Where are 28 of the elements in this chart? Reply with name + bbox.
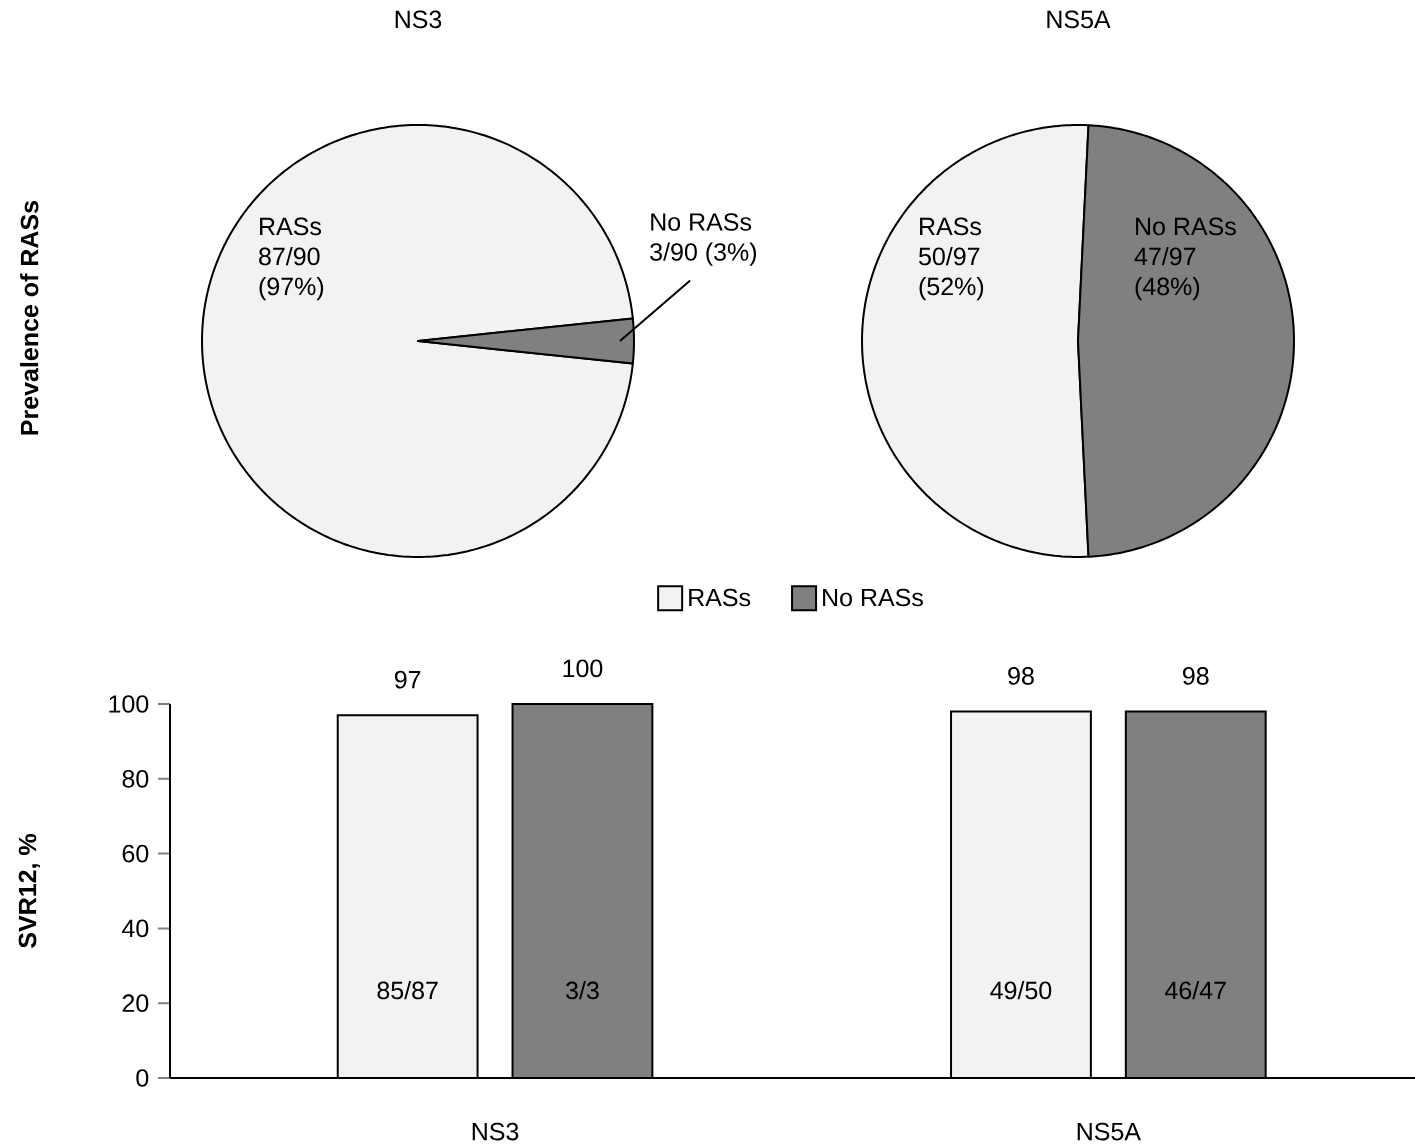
data-label: 97 bbox=[394, 670, 421, 689]
data-label: 98 bbox=[1183, 667, 1209, 685]
slice-label: RASs bbox=[920, 217, 982, 236]
data-label: 100 bbox=[563, 659, 603, 678]
data-label: 50/97 (52%) bbox=[919, 246, 984, 301]
annotation: 85/87 bbox=[377, 980, 438, 1000]
chart-title: NS3 bbox=[395, 10, 442, 29]
y-tick-label: 100 bbox=[109, 695, 149, 713]
y-tick-label: 60 bbox=[122, 844, 149, 863]
data-label: 98 bbox=[1008, 667, 1034, 685]
legend-label: No RASs bbox=[823, 588, 923, 607]
slice-label: RASs bbox=[260, 217, 322, 236]
annotation: 49/50 bbox=[990, 980, 1052, 1000]
chart-title: NS5A bbox=[1047, 10, 1111, 29]
y-tick-label: 40 bbox=[122, 919, 149, 938]
slice-label: No RASs bbox=[1136, 217, 1236, 236]
annotation: 46/47 bbox=[1165, 980, 1226, 1000]
slice-label: No RASs bbox=[651, 213, 752, 231]
data-label: 47/97 (48%) bbox=[1134, 246, 1200, 301]
y-tick-label: 80 bbox=[122, 769, 149, 788]
data-label: 3/90 (3%) bbox=[650, 242, 757, 266]
legend-label: RASs bbox=[689, 588, 751, 607]
y-tick-label: 20 bbox=[122, 994, 149, 1013]
y-tick-label: 0 bbox=[136, 1069, 149, 1087]
text: Prevalence of RASs bbox=[20, 201, 39, 435]
annotation: 3/3 bbox=[566, 980, 599, 1000]
y-axis-title: SVR12, % bbox=[18, 834, 40, 948]
data-label: 87/90 (97%) bbox=[259, 246, 324, 301]
